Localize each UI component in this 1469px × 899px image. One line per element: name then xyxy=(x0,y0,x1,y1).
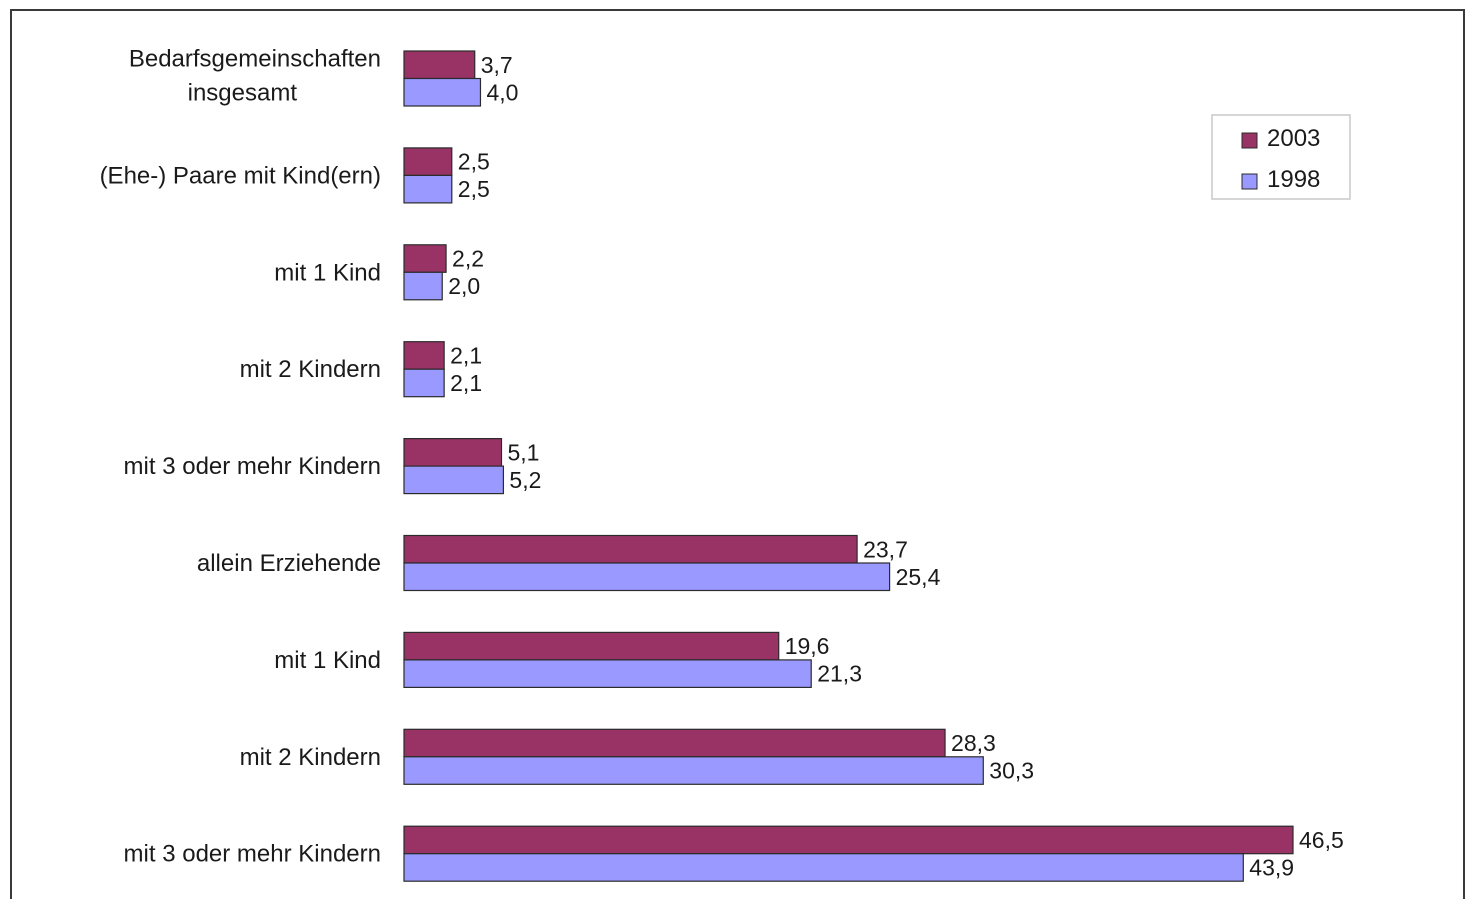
bar-1998 xyxy=(403,368,445,398)
legend-label: 1998 xyxy=(1267,166,1320,193)
bar-2003 xyxy=(403,147,453,176)
value-label: 2,0 xyxy=(448,273,480,299)
bar-2003 xyxy=(403,631,780,661)
bar-1998 xyxy=(403,756,984,785)
bar-1998 xyxy=(403,271,443,301)
bar-1998 xyxy=(403,174,453,204)
bar-1998 xyxy=(403,77,482,107)
value-label: 2,2 xyxy=(452,246,484,272)
bar-1998 xyxy=(403,659,812,689)
value-label: 28,3 xyxy=(951,730,996,756)
value-label: 3,7 xyxy=(481,52,513,78)
category-label: mit 1 Kind xyxy=(274,259,381,286)
value-label: 30,3 xyxy=(989,758,1034,784)
value-label: 4,0 xyxy=(486,79,518,105)
bar-2003 xyxy=(403,341,445,370)
bar-2003 xyxy=(403,438,503,467)
value-label: 43,9 xyxy=(1249,854,1294,880)
value-label: 5,2 xyxy=(509,467,541,493)
legend-box xyxy=(1211,114,1351,200)
value-label: 21,3 xyxy=(817,661,862,687)
value-label: 23,7 xyxy=(863,536,908,562)
legend-label: 2003 xyxy=(1267,125,1320,152)
category-label: allein Erziehende xyxy=(197,550,381,577)
value-label: 5,1 xyxy=(508,439,540,465)
legend: 2003 1998 xyxy=(1211,114,1351,200)
value-label: 2,5 xyxy=(458,149,490,175)
bar-1998 xyxy=(403,465,505,495)
chart-frame xyxy=(10,9,1465,899)
category-label: mit 2 Kindern xyxy=(240,356,381,383)
bar-1998 xyxy=(403,562,891,592)
bar-2003 xyxy=(403,244,447,273)
bar-2003 xyxy=(403,825,1294,855)
bar-2003 xyxy=(403,728,946,758)
category-label: mit 1 Kind xyxy=(274,647,381,674)
value-label: 2,5 xyxy=(458,176,490,202)
bar-1998 xyxy=(403,853,1244,882)
category-label: (Ehe-) Paare mit Kind(ern) xyxy=(100,162,381,189)
bar-2003 xyxy=(403,50,476,80)
value-label: 2,1 xyxy=(450,370,482,396)
category-label: mit 3 oder mehr Kindern xyxy=(124,841,381,868)
category-label: mit 2 Kindern xyxy=(240,744,381,771)
value-label: 2,1 xyxy=(450,342,482,368)
legend-swatch xyxy=(1241,132,1258,149)
value-label: 25,4 xyxy=(896,564,941,590)
bar-2003 xyxy=(403,534,858,564)
value-label: 46,5 xyxy=(1299,827,1344,853)
value-label: 19,6 xyxy=(785,633,830,659)
legend-swatch xyxy=(1241,173,1258,190)
category-label: Bedarfsgemeinschaften insgesamt xyxy=(129,46,381,107)
category-label: mit 3 oder mehr Kindern xyxy=(124,453,381,480)
